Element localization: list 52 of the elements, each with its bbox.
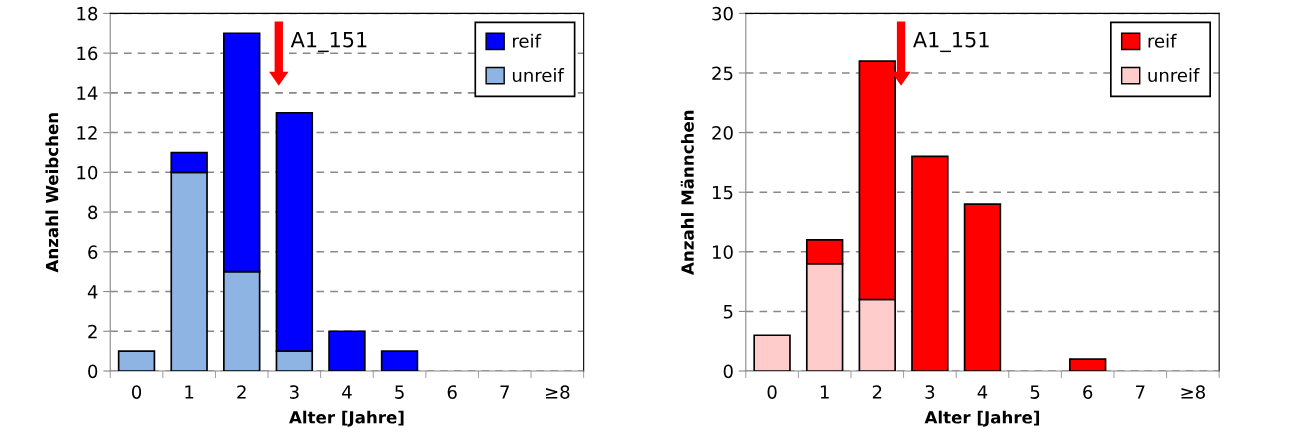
x-tick-label: 4 — [342, 385, 352, 399]
y-tick-label: 15 — [712, 185, 733, 200]
x-tick-label: 0 — [131, 385, 142, 399]
y-tick-label: 14 — [77, 86, 98, 100]
legend-label: reif — [513, 33, 542, 48]
y-axis-title: Anzahl Weibchen — [45, 113, 59, 273]
x-tick-label: 1 — [820, 385, 829, 399]
y-tick-label: 30 — [712, 6, 733, 21]
y-tick-label: 16 — [77, 46, 98, 61]
bar — [753, 334, 791, 372]
y-tick-label: 6 — [88, 245, 98, 259]
y-tick-label: 8 — [88, 205, 98, 220]
x-tick-label: ≥8 — [1181, 385, 1205, 399]
x-tick-label: 3 — [289, 385, 299, 399]
legend-label: reif — [1148, 33, 1177, 48]
annotation: A1_151 — [290, 32, 367, 53]
y-tick-label: 0 — [88, 364, 98, 379]
x-tick-label: 5 — [1030, 385, 1040, 399]
x-tick-label: 7 — [500, 385, 509, 399]
bar — [963, 203, 1002, 372]
bar — [117, 350, 156, 372]
bar — [328, 330, 366, 372]
x-tick-label: 2 — [237, 385, 246, 399]
y-tick-label: 12 — [77, 126, 97, 140]
x-tick-label: 1 — [185, 385, 194, 399]
bar — [1068, 358, 1107, 372]
y-axis-title: Anzahl Männchen — [680, 110, 694, 275]
legend-label: unreif — [512, 68, 565, 83]
y-tick-label: 20 — [712, 126, 733, 140]
x-tick-label: 2 — [872, 385, 882, 399]
y-tick-label: 10 — [712, 245, 733, 259]
x-axis-title: Alter [Jahre] — [289, 410, 404, 427]
x-tick-label: 6 — [447, 385, 457, 399]
x-tick-label: 6 — [1083, 385, 1093, 399]
x-tick-label: ≥8 — [545, 385, 570, 399]
annotation: A1_151 — [913, 32, 989, 53]
bar — [380, 350, 419, 372]
y-tick-label: 10 — [77, 165, 98, 180]
x-tick-label: 0 — [767, 385, 777, 399]
x-tick-label: 5 — [395, 385, 404, 399]
x-tick-label: 7 — [1136, 385, 1145, 399]
legend-label: unreif — [1148, 68, 1200, 83]
y-tick-label: 18 — [77, 6, 98, 21]
y-tick-label: 4 — [87, 285, 98, 299]
x-tick-label: 4 — [977, 385, 988, 399]
y-tick-label: 25 — [712, 66, 733, 81]
x-axis-title: Alter [Jahre] — [924, 410, 1040, 427]
bar — [911, 155, 949, 372]
y-tick-label: 0 — [723, 364, 733, 379]
y-tick-label: 2 — [88, 324, 97, 339]
y-tick-label: 5 — [723, 305, 733, 319]
x-tick-label: 3 — [925, 385, 935, 399]
